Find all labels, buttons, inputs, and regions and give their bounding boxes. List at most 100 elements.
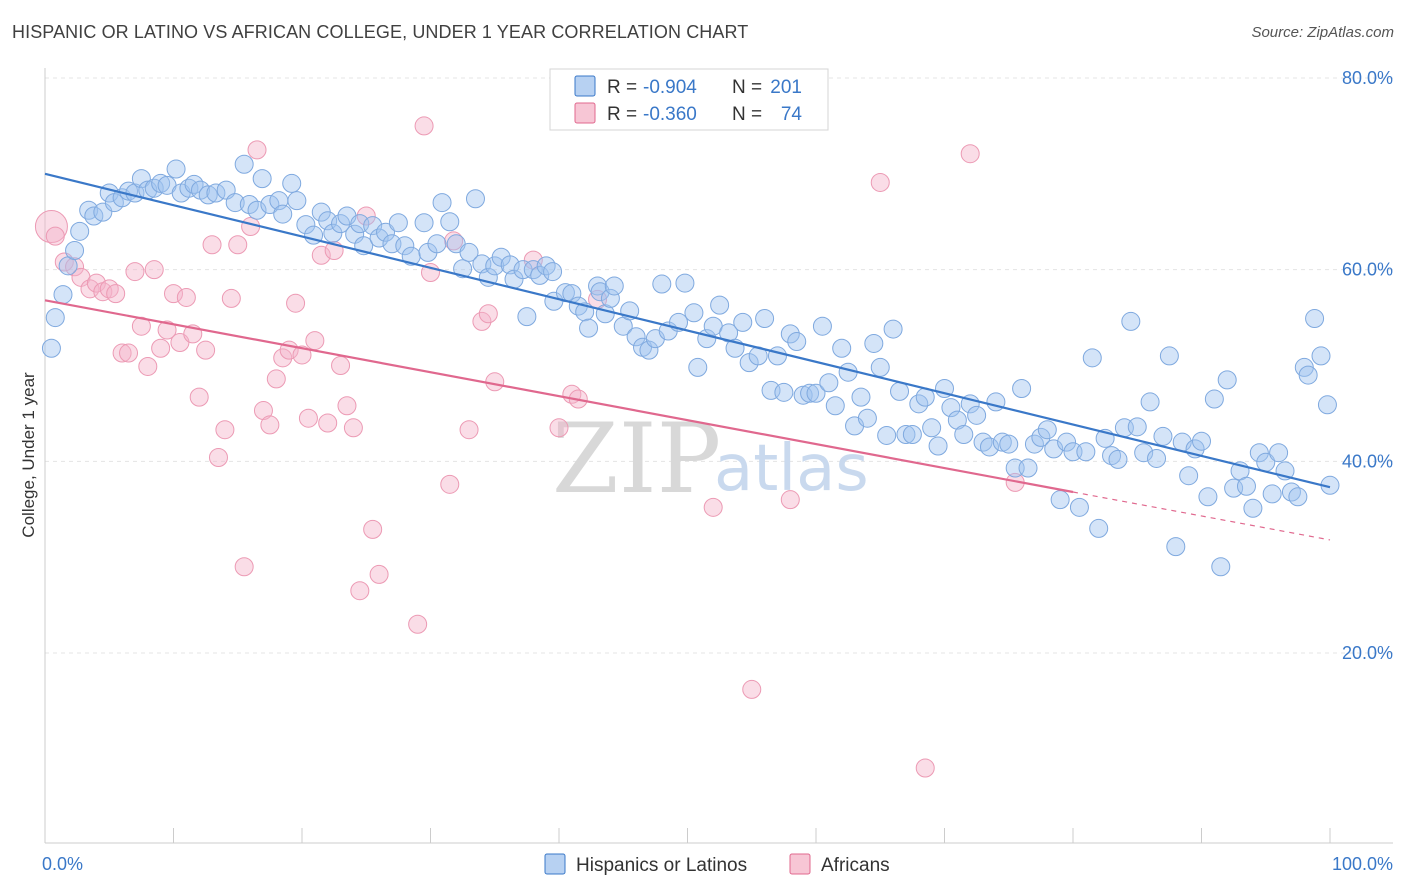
hispanic-point-149 [1031,427,1051,447]
african-point-17 [157,320,177,340]
hispanic-point-185 [1262,484,1282,504]
hispanic-point-172 [1179,466,1199,486]
african-point-58 [478,304,498,324]
hispanic-point-194 [1317,395,1337,415]
bottom-legend-swatch-africans [789,853,811,875]
hispanic-point-106 [755,309,775,329]
hispanic-point-191 [1298,365,1318,385]
hispanic-point-72 [530,265,550,285]
hispanic-point-71 [517,307,537,327]
bottom-legend-label-hispanics: Hispanics or Latinos [576,855,747,876]
hispanic-point-186 [1269,443,1289,463]
african-point-27 [221,288,241,308]
hispanic-point-30 [247,200,267,220]
hispanic-point-129 [902,425,922,444]
hispanic-point-17 [151,173,171,193]
hispanic-point-181 [1236,476,1256,496]
hispanic-point-108 [767,346,787,366]
series-legend: Hispanics or Latinos Africans [544,853,890,876]
hispanic-point-123 [864,333,884,353]
y-tick-labels: 20.0% 40.0% 60.0% 80.0% [1342,68,1393,663]
hispanic-point-109 [774,382,794,402]
legend-swatch-hispanics [574,75,596,97]
hispanic-point-2 [53,285,73,305]
hispanic-point-111 [787,332,807,352]
hispanic-point-113 [800,383,820,403]
hispanic-point-90 [639,340,659,360]
y-axis-label: College, Under 1 year [19,372,38,538]
hispanic-point-52 [395,236,415,256]
hispanic-point-122 [857,408,877,428]
hispanic-point-147 [1018,458,1038,478]
hispanic-point-125 [877,425,897,445]
african-point-9 [106,284,126,304]
african-point-23 [196,340,216,360]
african-point-38 [292,345,312,365]
hispanic-point-110 [780,324,800,344]
hispanic-point-136 [947,410,967,430]
hispanic-point-31 [252,169,272,189]
trend-line-hispanics [44,172,1331,489]
hispanic-point-97 [688,357,708,377]
hispanic-point-60 [453,259,473,279]
hispanic-point-4 [65,241,85,260]
african-point-66 [742,679,762,699]
african-point-56 [459,420,479,440]
hispanic-point-133 [928,436,948,456]
hispanic-point-177 [1211,557,1231,577]
legend-n-value-2: 74 [781,104,803,125]
hispanic-point-34 [273,204,293,224]
hispanic-point-35 [282,173,302,193]
hispanic-point-128 [896,425,916,444]
hispanic-point-175 [1198,487,1218,507]
hispanic-point-67 [500,255,520,275]
hispanic-point-192 [1305,309,1325,329]
african-point-46 [343,418,363,438]
hispanic-point-152 [1050,490,1070,510]
african-point-55 [444,231,464,251]
watermark-zip: ZIP [552,403,721,515]
hispanic-point-146 [1012,379,1032,398]
legend-n-label-1: N = [732,77,762,98]
hispanic-point-57 [432,193,452,213]
hispanic-point-29 [239,195,259,214]
hispanic-point-158 [1089,518,1109,538]
african-point-24 [202,235,222,255]
african-point-10 [112,343,132,363]
x-tick-label-max: 100.0% [1332,854,1393,874]
african-point-12 [125,262,145,282]
hispanic-point-164 [1127,417,1147,437]
hispanic-point-150 [1037,420,1057,440]
hispanic-point-137 [954,425,974,444]
african-point-48 [356,206,376,226]
hispanic-point-166 [1140,392,1160,412]
hispanic-point-21 [179,178,199,198]
african-point-3 [65,257,85,277]
african-point-11 [119,343,139,363]
hispanic-point-49 [376,222,396,242]
y-tick-label-20: 20.0% [1342,643,1393,663]
y-tick-label-60: 60.0% [1342,260,1393,280]
hispanic-point-5 [70,221,90,241]
african-point-47 [350,581,370,601]
hispanic-point-118 [832,338,852,358]
hispanic-point-51 [388,213,408,233]
hispanics-points [41,154,1340,577]
hispanic-point-116 [819,373,839,393]
bottom-legend-swatch-hispanics [544,853,566,875]
african-point-61 [549,418,569,438]
hispanic-point-80 [579,318,599,338]
hispanic-point-41 [323,223,343,243]
african-point-50 [369,564,389,584]
hispanic-point-155 [1069,497,1089,517]
hispanic-point-153 [1057,432,1077,452]
hispanic-point-58 [440,212,460,232]
african-point-70 [960,144,980,164]
y-tick-label-80: 80.0% [1342,68,1393,88]
hispanic-point-115 [812,316,832,336]
hispanic-point-24 [198,185,218,205]
hispanic-point-19 [166,159,186,179]
african-point-18 [164,284,183,304]
hispanic-point-182 [1243,498,1263,518]
hispanic-point-143 [992,432,1012,452]
